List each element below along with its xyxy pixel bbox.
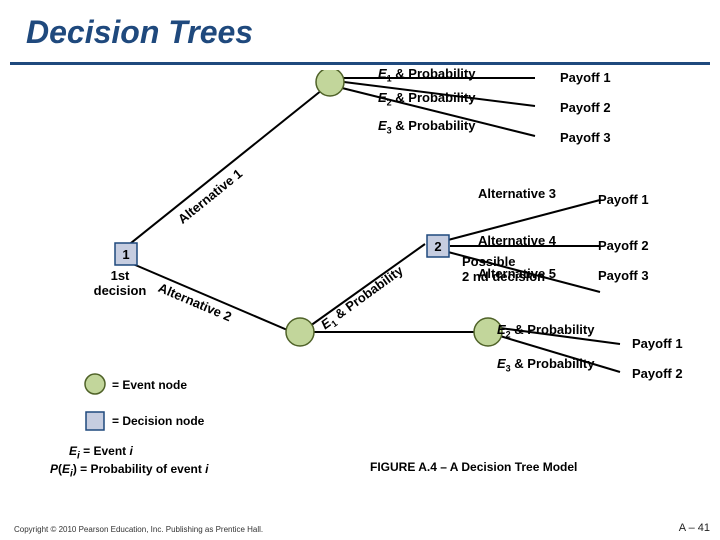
payoff-re-1: Payoff 1	[632, 336, 683, 351]
figure-caption: FIGURE A.4 – A Decision Tree Model	[370, 460, 577, 474]
legend-decision: = Decision node	[112, 414, 204, 428]
branch-e2: E2 & Probability	[378, 90, 475, 108]
alt3-label: Alternative 3	[478, 186, 556, 201]
page-title: Decision Trees	[26, 14, 253, 51]
svg-text:2: 2	[434, 239, 441, 254]
payoff-r-1: Payoff 1	[598, 192, 649, 207]
payoff-r-2: Payoff 2	[598, 238, 649, 253]
payoff-re-2: Payoff 2	[632, 366, 683, 381]
copyright-text: Copyright © 2010 Pearson Education, Inc.…	[14, 525, 263, 534]
alt4-label: Alternative 4	[478, 233, 556, 248]
title-underline	[10, 62, 710, 65]
decision1-label: 1st decision	[85, 268, 155, 298]
svg-text:1: 1	[122, 247, 129, 262]
decision2-label: Possible2 nd decision	[462, 254, 582, 284]
branch-e1: E1 & Probability	[378, 66, 475, 84]
payoff-top-2: Payoff 2	[560, 100, 611, 115]
legend-event: = Event node	[112, 378, 187, 392]
payoff-r-3: Payoff 3	[598, 268, 649, 283]
legend-ei: Ei = Event i	[69, 444, 133, 461]
payoff-top-1: Payoff 1	[560, 70, 611, 85]
payoff-top-3: Payoff 3	[560, 130, 611, 145]
legend-pei: P(Ei) = Probability of event i	[50, 462, 209, 479]
branch-right-e2: E2 & Probability	[497, 322, 594, 340]
branch-right-e3: E3 & Probability	[497, 356, 594, 374]
slide-number: A – 41	[679, 522, 710, 534]
branch-e3: E3 & Probability	[378, 118, 475, 136]
